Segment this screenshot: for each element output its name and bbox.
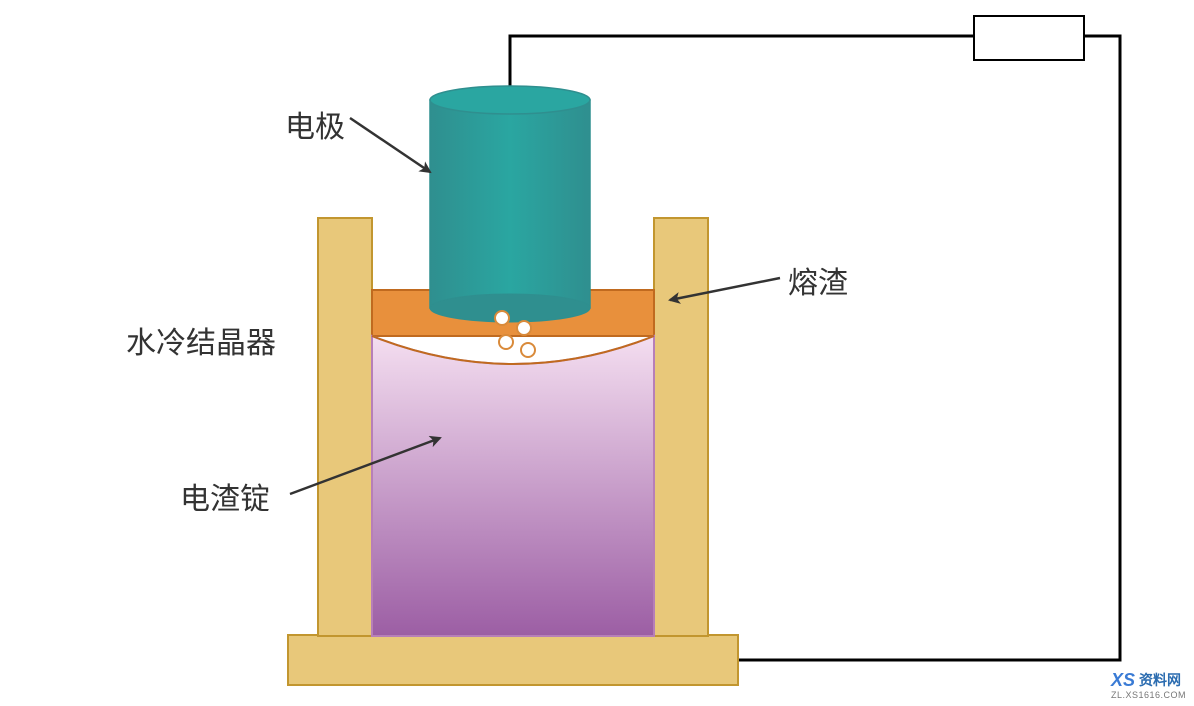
label-electrode: 电极 bbox=[285, 102, 345, 146]
watermark: XS资料网 ZL.XS1616.COM bbox=[1111, 669, 1186, 700]
watermark-main: 资料网 bbox=[1139, 672, 1181, 688]
ingot bbox=[372, 336, 654, 636]
label-crystallizer: 水冷结晶器 bbox=[126, 318, 276, 362]
watermark-sub: ZL.XS1616.COM bbox=[1111, 690, 1186, 700]
electrode bbox=[430, 86, 590, 322]
diagram-canvas: 电极 熔渣 水冷结晶器 电渣锭 XS资料网 ZL.XS1616.COM bbox=[0, 0, 1194, 706]
circuit-box bbox=[974, 16, 1084, 60]
label-ingot: 电渣锭 bbox=[180, 474, 270, 518]
watermark-prefix: XS bbox=[1111, 670, 1135, 691]
label-slag: 熔渣 bbox=[788, 258, 848, 302]
